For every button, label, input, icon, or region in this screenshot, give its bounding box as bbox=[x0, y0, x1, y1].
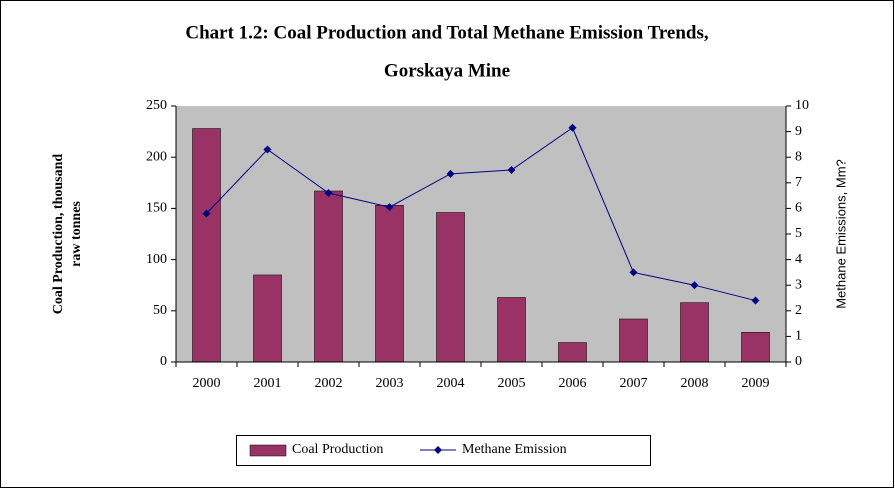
marker bbox=[507, 166, 516, 174]
y2-tick-label: 6 bbox=[795, 201, 802, 216]
bar bbox=[680, 302, 709, 363]
marker bbox=[202, 209, 211, 218]
marker bbox=[690, 281, 699, 290]
marker bbox=[324, 189, 333, 198]
y-tick-label: 250 bbox=[146, 98, 167, 113]
y2-axis-label: Methane Emissions, Mm? bbox=[833, 159, 848, 309]
y-axis-label: Coal Production, thousand bbox=[51, 154, 66, 315]
y-axis-label: raw tonnes bbox=[69, 201, 84, 267]
bar bbox=[192, 128, 221, 363]
legend-swatch bbox=[249, 444, 287, 457]
bar bbox=[314, 190, 343, 363]
marker bbox=[629, 268, 638, 277]
y2-tick-label: 4 bbox=[795, 252, 802, 267]
x-tick-label: 2009 bbox=[742, 376, 770, 391]
y2-tick-label: 8 bbox=[795, 149, 802, 164]
x-tick-label: 2002 bbox=[315, 376, 343, 391]
marker bbox=[751, 296, 760, 305]
bar bbox=[375, 205, 404, 363]
marker bbox=[446, 169, 455, 178]
y2-tick-label: 5 bbox=[795, 226, 802, 241]
chart-title: Chart 1.2: Coal Production and Total Met… bbox=[185, 22, 709, 43]
chart-title: Gorskaya Mine bbox=[384, 60, 510, 81]
bar bbox=[558, 342, 587, 363]
marker bbox=[263, 145, 272, 154]
x-tick-label: 2006 bbox=[559, 376, 587, 391]
y2-tick-label: 1 bbox=[795, 329, 802, 344]
y2-tick-label: 0 bbox=[795, 354, 802, 369]
y2-tick-label: 9 bbox=[795, 124, 802, 139]
x-tick-label: 2000 bbox=[193, 376, 221, 391]
marker bbox=[568, 123, 577, 132]
legend-marker bbox=[434, 446, 442, 454]
y-tick-label: 100 bbox=[146, 252, 167, 267]
x-tick-label: 2001 bbox=[254, 376, 282, 391]
marker bbox=[385, 203, 394, 212]
bar bbox=[253, 274, 282, 363]
y2-tick-label: 2 bbox=[795, 303, 802, 318]
x-tick-label: 2004 bbox=[437, 376, 465, 391]
y-tick-label: 0 bbox=[160, 354, 167, 369]
legend-label: Methane Emission bbox=[462, 442, 567, 457]
x-tick-label: 2005 bbox=[498, 376, 526, 391]
bar bbox=[497, 297, 526, 363]
y2-tick-label: 10 bbox=[795, 98, 809, 113]
bar bbox=[741, 332, 770, 363]
x-tick-label: 2003 bbox=[376, 376, 404, 391]
x-tick-label: 2008 bbox=[681, 376, 709, 391]
y-tick-label: 200 bbox=[146, 149, 167, 164]
y-tick-label: 50 bbox=[153, 303, 167, 318]
y2-tick-label: 3 bbox=[795, 277, 802, 292]
y-tick-label: 150 bbox=[146, 201, 167, 216]
bar bbox=[619, 318, 648, 363]
bar bbox=[436, 212, 465, 363]
legend-label: Coal Production bbox=[292, 442, 383, 457]
y2-tick-label: 7 bbox=[795, 175, 802, 190]
x-tick-label: 2007 bbox=[620, 376, 648, 391]
line bbox=[206, 126, 756, 302]
